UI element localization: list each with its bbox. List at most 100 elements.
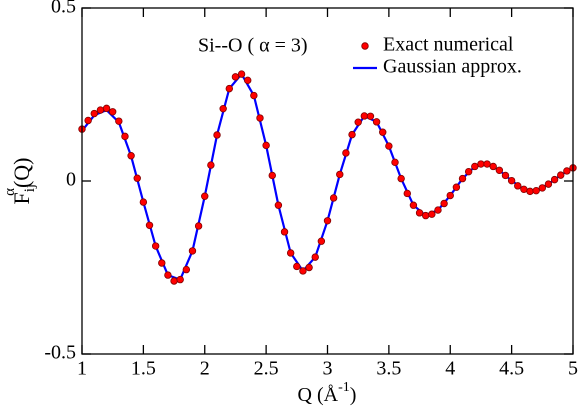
point: [403, 189, 411, 198]
x-label-main: Q (Å: [298, 384, 339, 406]
point: [354, 118, 362, 126]
point: [489, 162, 497, 171]
point: [133, 174, 141, 182]
y-tick-label: 0.5: [51, 0, 76, 18]
point: [526, 187, 534, 196]
point: [139, 198, 148, 206]
point: [507, 176, 516, 185]
point: [336, 170, 344, 179]
point: [225, 84, 233, 93]
point: [280, 228, 289, 236]
point: [323, 217, 332, 225]
point: [127, 152, 135, 160]
point: [385, 142, 393, 150]
point: [201, 192, 209, 200]
y-label-end: (Q): [9, 158, 34, 189]
x-tick-label: 2.5: [254, 358, 279, 380]
x-tick-label: 3.5: [376, 358, 401, 380]
x-label-sup: -1: [338, 380, 350, 395]
annotation: Si--O ( α = 3): [198, 35, 308, 57]
point: [299, 267, 307, 275]
point: [268, 171, 276, 180]
point: [458, 174, 467, 183]
legend-marker: [361, 42, 369, 50]
point: [96, 106, 105, 114]
point: [237, 70, 246, 78]
point: [305, 263, 313, 272]
point: [532, 186, 540, 195]
y-tick-label: 0: [66, 169, 76, 191]
point: [188, 247, 197, 255]
point: [501, 171, 510, 180]
point: [446, 191, 454, 200]
point: [415, 209, 424, 217]
point: [293, 262, 301, 271]
point: [176, 275, 184, 284]
point: [452, 183, 461, 191]
point: [102, 104, 111, 113]
point: [286, 249, 295, 257]
point: [182, 265, 191, 274]
x-tick-label: 3: [323, 358, 333, 380]
point: [250, 91, 258, 100]
point: [108, 108, 117, 116]
point: [170, 277, 178, 285]
point: [520, 185, 528, 194]
point: [158, 259, 166, 267]
x-label-end: ): [350, 384, 357, 406]
y-axis-label: Fijα(Q): [2, 158, 38, 205]
point: [372, 118, 381, 126]
point: [557, 171, 565, 179]
point: [422, 211, 430, 220]
point: [434, 206, 442, 214]
point: [194, 222, 203, 230]
point: [397, 174, 405, 183]
point: [244, 76, 252, 85]
point: [550, 175, 559, 184]
point: [84, 116, 92, 125]
point: [311, 253, 319, 261]
point: [262, 141, 270, 150]
point: [409, 201, 418, 209]
point: [483, 160, 491, 168]
point: [342, 149, 350, 157]
point: [464, 167, 473, 176]
point: [219, 104, 227, 113]
point: [317, 237, 326, 245]
point: [391, 158, 399, 167]
point: [231, 73, 240, 81]
point: [471, 162, 479, 171]
x-tick-label: 1: [77, 358, 87, 380]
point: [348, 130, 356, 139]
point: [495, 166, 504, 174]
point: [544, 180, 553, 188]
point: [366, 112, 375, 120]
point: [151, 242, 160, 250]
point: [121, 132, 129, 141]
point: [538, 184, 547, 192]
y-label-main: F: [9, 192, 34, 204]
point: [207, 161, 215, 169]
x-tick-label: 2: [200, 358, 210, 380]
point: [329, 194, 338, 202]
x-tick-label: 4.5: [499, 358, 524, 380]
point: [256, 114, 264, 122]
point: [440, 199, 448, 208]
point: [477, 160, 485, 168]
point: [274, 201, 283, 209]
x-axis-label: Q (Å-1): [298, 380, 357, 405]
point: [145, 221, 154, 229]
x-tick-label: 4: [445, 358, 455, 380]
legend-label: Exact numerical: [383, 34, 514, 56]
y-label-sub: ij: [22, 184, 38, 192]
legend-label: Gaussian approx.: [383, 56, 522, 78]
y-label-sup: α: [2, 188, 18, 196]
point: [379, 128, 387, 136]
point: [428, 210, 436, 218]
point: [213, 131, 221, 139]
point: [563, 167, 571, 175]
y-tick-label: -0.5: [44, 342, 76, 364]
point: [514, 182, 522, 190]
point: [90, 109, 98, 118]
